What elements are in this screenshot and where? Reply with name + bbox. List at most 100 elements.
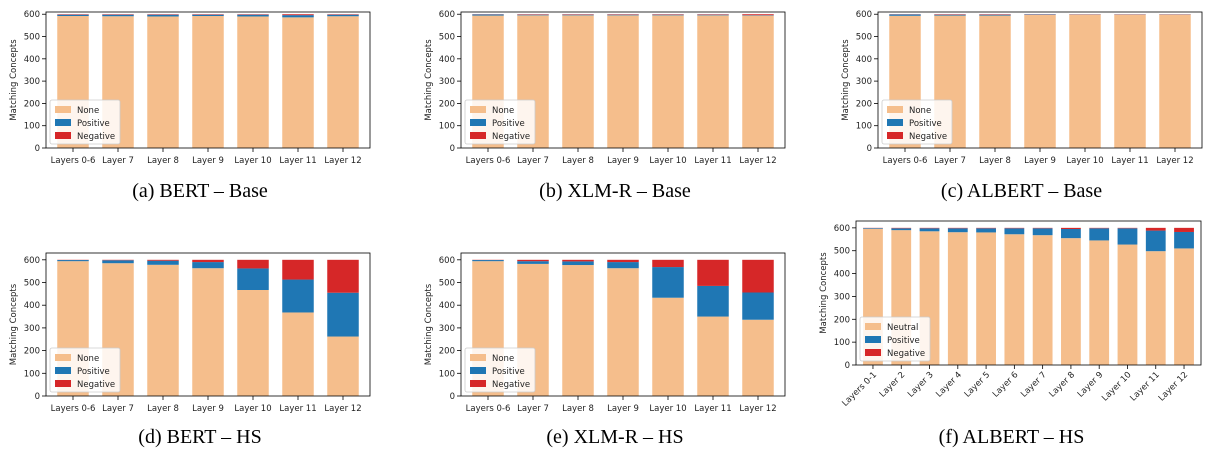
bar-positive — [57, 14, 89, 17]
x-tick-label: Layer 11 — [694, 156, 731, 166]
legend-label-negative: Negative — [492, 380, 530, 390]
x-tick-label: Layer 8 — [979, 156, 1011, 166]
y-tick-label: 300 — [439, 324, 455, 334]
legend-label-neutral: Neutral — [887, 323, 918, 333]
bar-none — [607, 15, 639, 148]
bar-neutral — [1174, 248, 1194, 365]
x-tick-label: Layers 0-1 — [840, 370, 879, 409]
y-tick-label: 400 — [439, 55, 455, 65]
legend-label-negative: Negative — [77, 132, 115, 142]
bar-positive — [237, 268, 269, 290]
panel-d: 0 100 200 300 400 500 600 Matching Concepts Laye… — [0, 240, 400, 459]
x-tick-label: Layer 7 — [102, 404, 134, 414]
bar-none — [562, 265, 594, 396]
x-tick-label: Layer 11 — [1111, 156, 1148, 166]
bar-positive — [889, 14, 921, 16]
x-tick-label: Layer 9 — [1024, 156, 1056, 166]
bar-none — [192, 268, 224, 396]
bar-none — [742, 319, 774, 396]
bar-negative — [517, 259, 549, 262]
legend-swatch-none — [55, 354, 71, 361]
bar-none — [1024, 14, 1056, 148]
y-tick-label: 0 — [845, 361, 850, 371]
x-tick-label: Layer 7 — [934, 156, 966, 166]
bar-negative — [282, 14, 314, 16]
legend-label-none: None — [492, 354, 514, 364]
bar-positive — [1089, 228, 1110, 241]
y-tick-label: 100 — [439, 369, 455, 379]
bar-positive — [147, 260, 179, 265]
legend-label-none: None — [909, 106, 931, 116]
plot-frame — [45, 252, 371, 397]
caption-a: (a) BERT – Base — [132, 180, 268, 202]
y-tick-label: 600 — [439, 10, 455, 20]
caption-f: (f) ALBERT – HS — [938, 426, 1085, 448]
x-tick-label: Layer 12 — [739, 156, 776, 166]
legend: None Positive Negative — [464, 347, 536, 393]
bar-positive — [1174, 231, 1194, 249]
x-tick-label: Layer 10 — [649, 404, 686, 414]
x-tick-label: Layer 5 — [963, 370, 993, 400]
x-tick-label: Layers 0-6 — [466, 156, 511, 166]
x-tick-label: Layer 8 — [562, 156, 594, 166]
bar-negative — [192, 259, 224, 263]
y-axis-label: Matching Concepts — [841, 39, 851, 121]
legend-label-negative: Negative — [492, 132, 530, 142]
y-tick-label: 0 — [450, 144, 455, 154]
x-tick-label: Layer 9 — [607, 404, 639, 414]
legend-label-none: None — [77, 354, 99, 364]
bar-positive — [562, 261, 594, 266]
legend-label-none: None — [77, 106, 99, 116]
bar-none — [1069, 14, 1101, 148]
y-tick-label: 100 — [439, 122, 455, 132]
x-tick-label: Layer 8 — [147, 404, 179, 414]
x-tick-label: Layer 10 — [649, 156, 686, 166]
legend-swatch-positive — [470, 119, 486, 126]
x-tick-label: Layer 12 — [739, 404, 776, 414]
bar-negative — [237, 259, 269, 269]
bar-none — [1159, 14, 1191, 148]
bar-negative — [652, 259, 684, 268]
y-tick-label: 300 — [24, 324, 40, 334]
legend-label-positive: Positive — [492, 119, 525, 129]
y-axis-label: Matching Concepts — [9, 39, 19, 121]
y-tick-label: 500 — [24, 279, 40, 289]
x-tick-label: Layer 8 — [1047, 370, 1077, 400]
y-tick-label: 0 — [35, 144, 40, 154]
y-tick-label: 400 — [834, 270, 850, 280]
y-tick-label: 500 — [439, 33, 455, 43]
legend-label-positive: Positive — [77, 119, 110, 129]
y-tick-label: 0 — [450, 392, 455, 402]
x-tick-label: Layer 10 — [1066, 156, 1103, 166]
panel-b: 0 100 200 300 400 500 600 Matching Concepts Laye… — [415, 0, 815, 215]
bar-neutral — [976, 232, 996, 365]
legend-swatch-negative — [470, 380, 486, 387]
x-tick-label: Layer 4 — [934, 370, 964, 400]
x-tick-label: Layer 10 — [1100, 370, 1133, 403]
bar-none — [607, 268, 639, 396]
panel-e: 0 100 200 300 400 500 600 Matching Concepts Laye… — [415, 240, 815, 459]
caption-b: (b) XLM-R – Base — [539, 180, 691, 202]
caption-d: (d) BERT – HS — [138, 426, 262, 448]
legend: None Positive Negative — [881, 99, 953, 145]
bar-neutral — [1061, 238, 1081, 365]
y-tick-label: 600 — [24, 256, 40, 266]
y-tick-label: 300 — [834, 292, 850, 302]
panel-f: 0 100 200 300 400 500 600 Matching Concepts Laye… — [812, 208, 1211, 459]
bar-positive — [192, 14, 224, 17]
bar-none — [237, 16, 269, 149]
bar-positive — [607, 14, 639, 16]
bar-negative — [147, 259, 179, 261]
bar-negative — [742, 14, 774, 16]
caption-e: (e) XLM-R – HS — [546, 426, 684, 448]
bar-positive — [697, 285, 729, 317]
bar-negative — [697, 259, 729, 286]
bar-positive — [979, 14, 1011, 16]
x-tick-label: Layer 12 — [1157, 370, 1190, 403]
y-axis-label: Matching Concepts — [819, 252, 829, 334]
legend-swatch-none — [470, 354, 486, 361]
legend-label-positive: Positive — [492, 367, 525, 377]
bar-none — [282, 312, 314, 396]
bar-positive — [947, 228, 968, 233]
bar-negative — [327, 259, 359, 293]
